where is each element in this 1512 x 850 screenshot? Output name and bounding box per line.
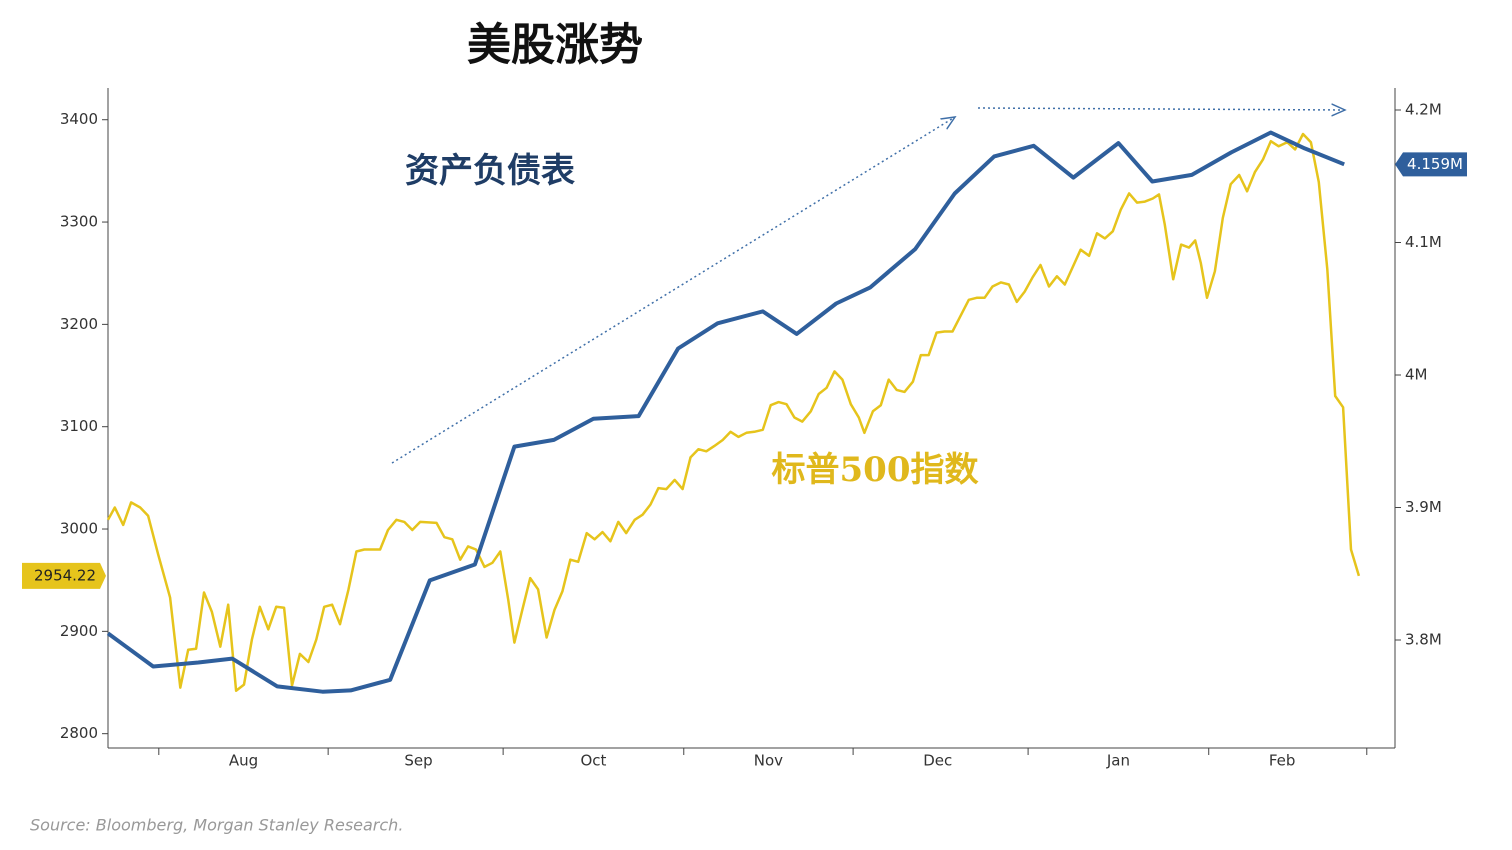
series-name: 资产负债表	[405, 151, 575, 191]
last-value-box	[1395, 152, 1467, 177]
y-tick-label: 3400	[60, 110, 98, 128]
x-tick-label: Sep	[404, 752, 432, 770]
x-tick-label: Feb	[1269, 752, 1296, 770]
y2-tick-label: 3.9M	[1405, 498, 1442, 516]
source-note: Source: Bloomberg, Morgan Stanley Resear…	[30, 816, 403, 835]
x-tick-label: Dec	[923, 752, 952, 770]
x-tick-label: Nov	[754, 752, 783, 770]
y-tick-label: 2900	[60, 622, 98, 640]
y2-tick-label: 4.1M	[1405, 233, 1442, 251]
x-tick-label: Oct	[580, 752, 606, 770]
series-line	[106, 132, 1361, 692]
y-tick-label: 3300	[60, 213, 98, 231]
last-value-box	[22, 562, 106, 589]
last-value-label: 2954.22	[34, 566, 96, 584]
trend-arrow	[977, 108, 1345, 110]
series-line	[106, 130, 1345, 694]
y-tick-label: 3000	[60, 520, 98, 538]
series-name: 标普500指数	[772, 450, 979, 490]
y-tick-label: 3100	[60, 417, 98, 435]
trend-arrow	[391, 117, 955, 464]
y2-tick-label: 4.2M	[1405, 100, 1442, 118]
chart-title: 美股涨势	[467, 20, 643, 71]
x-tick-label: Jan	[1106, 752, 1130, 770]
x-tick-label: Aug	[229, 752, 258, 770]
y-tick-label: 2800	[60, 724, 98, 742]
y2-tick-label: 3.8M	[1405, 631, 1442, 649]
last-value-label: 4.159M	[1407, 155, 1463, 173]
y-tick-label: 3200	[60, 315, 98, 333]
y2-tick-label: 4M	[1405, 366, 1428, 384]
